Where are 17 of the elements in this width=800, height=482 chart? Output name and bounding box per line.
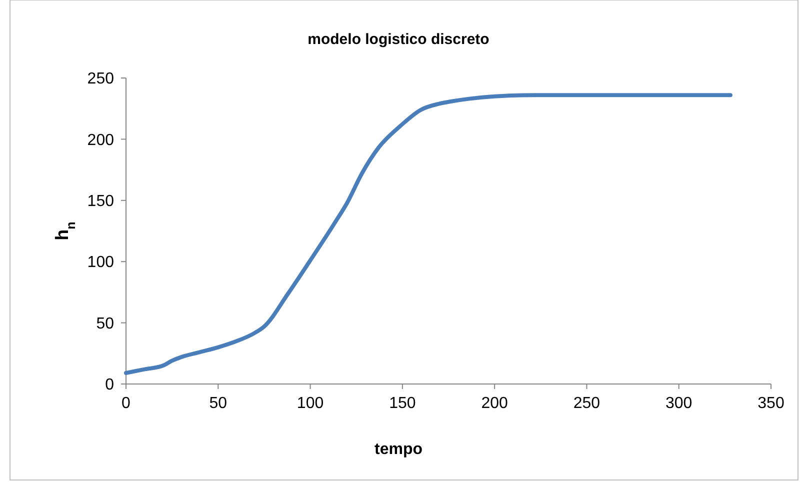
y-tick-label: 200: [87, 132, 114, 149]
y-tick-label: 100: [87, 254, 114, 272]
x-tick-label: 200: [481, 395, 508, 412]
x-tick-label: 100: [296, 395, 324, 412]
y-tick-label: 150: [87, 193, 114, 210]
line-series: [124, 93, 732, 375]
x-tick-label: 250: [573, 395, 600, 412]
y-tick-label: 250: [87, 70, 114, 88]
x-axis-title: tempo: [374, 441, 423, 458]
y-tick-label: 50: [96, 315, 114, 332]
x-tick-label: 300: [666, 395, 692, 412]
x-tick-label: 0: [122, 395, 131, 412]
x-tick-label: 50: [209, 395, 228, 412]
y-tick-label: 0: [105, 376, 114, 394]
x-tick-label: 350: [758, 395, 784, 412]
chart-title: modelo logistico discreto: [308, 31, 490, 48]
x-tick-label: 150: [389, 395, 416, 412]
